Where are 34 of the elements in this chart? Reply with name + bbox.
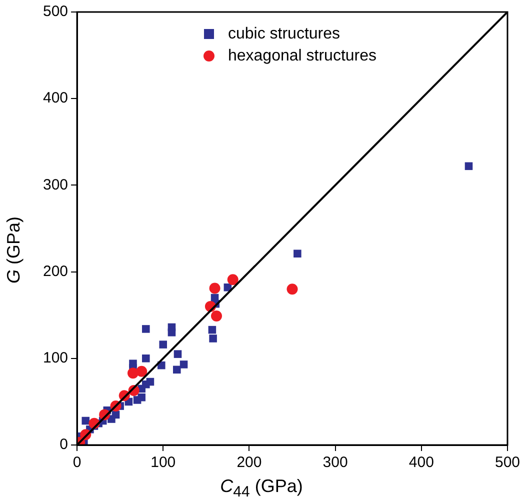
y-tick-label: 100 bbox=[42, 350, 68, 367]
x-tick-label: 100 bbox=[150, 454, 176, 472]
point bbox=[142, 354, 150, 362]
legend-label: cubic structures bbox=[228, 25, 340, 42]
x-tick-label: 300 bbox=[322, 454, 348, 472]
point bbox=[294, 250, 302, 258]
point bbox=[180, 360, 188, 368]
point bbox=[142, 325, 150, 333]
point bbox=[209, 334, 217, 342]
point bbox=[210, 310, 222, 322]
y-tick-label: 400 bbox=[42, 90, 68, 107]
point bbox=[168, 328, 176, 336]
point bbox=[227, 274, 238, 286]
point bbox=[133, 396, 142, 404]
y-tick-label: 500 bbox=[42, 3, 68, 20]
y-tick-label: 200 bbox=[42, 262, 68, 280]
point bbox=[286, 284, 298, 295]
point bbox=[159, 340, 168, 348]
x-axis-title: C$_{44}$ (GPa) bbox=[219, 476, 304, 501]
legend-label: hexagonal structures bbox=[228, 47, 377, 64]
point bbox=[127, 368, 138, 379]
x-tick-label: 400 bbox=[408, 454, 434, 472]
y-axis-title: G (GPa) bbox=[4, 216, 24, 284]
x-tick-label: 200 bbox=[236, 454, 262, 472]
y-tick-label: 0 bbox=[60, 436, 68, 454]
point bbox=[173, 366, 181, 374]
point bbox=[82, 416, 90, 425]
point bbox=[209, 282, 220, 294]
x-tick-label: 0 bbox=[72, 454, 82, 472]
point bbox=[464, 162, 473, 170]
x-tick-label: 500 bbox=[494, 454, 520, 472]
y-tick-label: 300 bbox=[42, 176, 68, 194]
point bbox=[208, 326, 216, 334]
point bbox=[174, 350, 182, 358]
